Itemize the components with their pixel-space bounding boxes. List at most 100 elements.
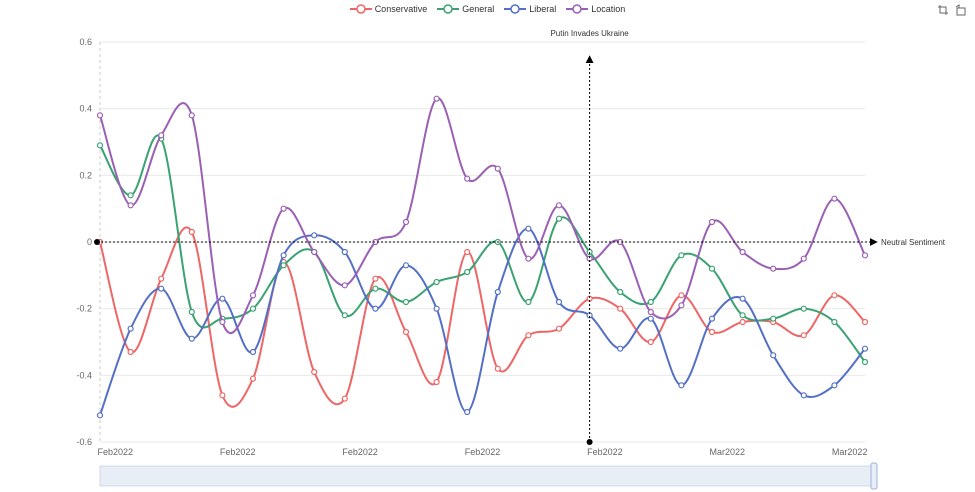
data-point: [341, 282, 348, 289]
data-point: [219, 318, 226, 326]
data-point: [311, 232, 318, 239]
x-tick-label: Feb2022: [220, 447, 256, 457]
data-point: [861, 318, 869, 326]
data-point: [861, 252, 869, 259]
event-arrow-start: [586, 439, 593, 445]
data-point: [525, 255, 532, 262]
legend-symbol-icon: [437, 4, 460, 14]
data-point: [372, 275, 379, 282]
data-point: [770, 315, 777, 322]
data-point: [188, 112, 195, 119]
data-point: [555, 298, 563, 306]
data-point: [861, 358, 869, 366]
y-tick-label: 0: [87, 237, 92, 247]
data-zoom-selection[interactable]: [100, 466, 875, 486]
data-point: [464, 175, 471, 182]
data-point: [372, 285, 379, 292]
legend-item-liberal[interactable]: Liberal: [504, 1, 556, 17]
data-point: [372, 305, 379, 312]
data-point: [555, 215, 563, 222]
neutral-arrow-start: [94, 239, 100, 245]
series-line-liberal: [99, 227, 866, 416]
data-point: [678, 382, 685, 389]
data-point: [770, 352, 777, 359]
data-point: [861, 345, 869, 352]
legend-symbol-icon: [504, 4, 527, 14]
series-line-location: [99, 97, 866, 335]
data-point: [158, 275, 165, 282]
data-point: [647, 308, 654, 316]
legend-item-conservative[interactable]: Conservative: [349, 1, 428, 17]
data-point: [341, 395, 348, 402]
legend-label: Liberal: [529, 4, 557, 14]
data-point: [402, 218, 410, 226]
data-point: [127, 192, 134, 199]
data-point: [280, 252, 287, 259]
legend-symbol-icon: [566, 4, 589, 14]
data-point: [617, 305, 624, 312]
data-point: [188, 228, 195, 236]
data-point: [708, 328, 716, 336]
data-point: [739, 295, 746, 302]
x-tick-label: Mar2022: [832, 447, 868, 457]
data-point: [831, 382, 838, 389]
data-zoom-icon[interactable]: [937, 4, 949, 16]
data-point: [127, 202, 134, 209]
event-label: Putin Invades Ukraine: [550, 29, 629, 38]
data-point: [464, 268, 471, 276]
data-point: [311, 368, 318, 376]
data-point: [96, 142, 104, 149]
neutral-sentiment-label: Neutral Sentiment: [881, 238, 946, 247]
data-point: [831, 195, 838, 202]
data-point: [494, 165, 501, 172]
y-tick-label: -0.6: [76, 437, 92, 447]
data-point: [219, 392, 226, 399]
data-point: [525, 298, 532, 306]
legend-label: Location: [591, 4, 626, 14]
data-point: [800, 392, 807, 399]
data-point: [433, 95, 440, 102]
data-point: [127, 325, 134, 332]
data-point: [739, 312, 746, 319]
data-point: [249, 292, 257, 299]
data-point: [96, 412, 104, 419]
data-point: [219, 295, 226, 302]
data-point: [708, 315, 716, 322]
data-point: [280, 262, 287, 269]
data-point: [433, 305, 440, 312]
y-tick-label: 0.2: [79, 170, 92, 180]
y-tick-label: 0.6: [79, 37, 92, 47]
legend-symbol-icon: [349, 4, 372, 14]
data-point: [280, 205, 287, 212]
data-point: [249, 305, 257, 312]
x-tick-label: Mar2022: [710, 447, 746, 457]
y-tick-label: -0.4: [76, 370, 92, 380]
data-zoom-handle[interactable]: [870, 462, 878, 490]
data-point: [127, 348, 134, 356]
data-point: [341, 248, 348, 256]
data-point: [96, 112, 104, 119]
legend-item-location[interactable]: Location: [566, 1, 625, 17]
legend-label: Conservative: [374, 4, 428, 14]
data-point: [311, 248, 318, 256]
data-zoom-reset-icon[interactable]: [955, 4, 967, 16]
data-point: [494, 288, 501, 296]
chart-legend: Conservative General Liberal Location: [0, 1, 975, 17]
data-point: [708, 218, 716, 226]
legend-item-general[interactable]: General: [437, 1, 494, 17]
data-point: [341, 312, 348, 319]
data-point: [555, 325, 563, 332]
data-point: [464, 408, 471, 416]
data-point: [678, 302, 685, 309]
series-line-general: [99, 134, 866, 363]
x-tick-label: Feb2022: [342, 447, 378, 457]
data-point: [647, 338, 654, 346]
data-point: [525, 225, 532, 232]
data-point: [402, 328, 410, 336]
data-point: [494, 365, 501, 372]
data-point: [617, 288, 624, 296]
data-point: [708, 265, 716, 272]
x-tick-label: Feb2022: [98, 447, 134, 457]
data-point: [739, 318, 746, 326]
